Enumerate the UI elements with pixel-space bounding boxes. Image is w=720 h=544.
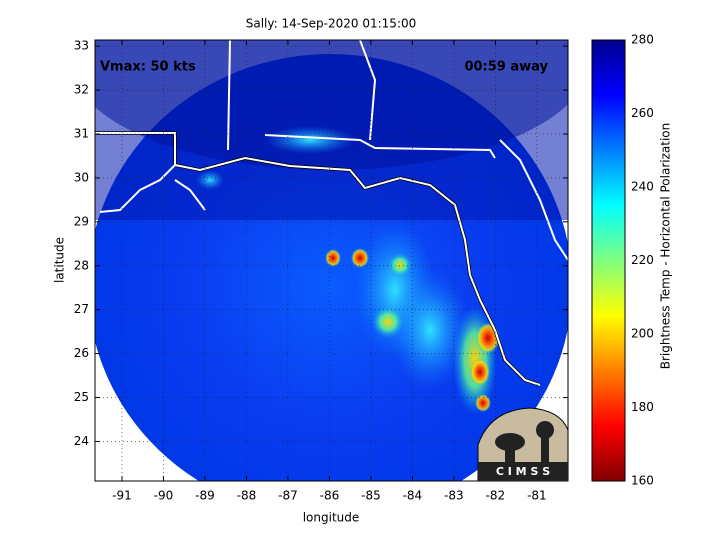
annotation: Vmax: 50 kts: [100, 60, 196, 75]
swath: [95, 40, 568, 481]
x-tick-label: -89: [195, 489, 215, 503]
plot-frame: [94, 39, 569, 482]
x-tick-label: -85: [361, 489, 381, 503]
x-tick-label: -82: [486, 489, 506, 503]
x-tick-label: -87: [278, 489, 298, 503]
x-tick-label: -81: [527, 489, 547, 503]
colorbar-tick-label: 180: [631, 400, 654, 414]
colorbar-tick-label: 200: [631, 327, 654, 341]
x-tick-label: -88: [237, 489, 257, 503]
colorbar-tick-label: 280: [631, 33, 654, 47]
y-tick-label: 32: [74, 83, 89, 97]
logo: C I M S S: [477, 407, 569, 482]
chart-title: Sally: 14-Sep-2020 01:15:00: [246, 17, 417, 31]
y-tick-label: 30: [74, 170, 89, 184]
colorbar-tick-label: 240: [631, 180, 654, 194]
colorbar-tick-label: 220: [631, 253, 654, 267]
y-tick-label: 29: [74, 214, 89, 228]
x-tick-label: -90: [154, 489, 174, 503]
logo-text: C I M S S: [496, 465, 550, 478]
x-axis-label: longitude: [303, 511, 360, 525]
y-axis-label: latitude: [53, 237, 67, 283]
x-tick-label: -91: [112, 489, 132, 503]
y-tick-label: 24: [74, 434, 89, 448]
y-tick-label: 33: [74, 39, 89, 53]
x-tick-label: -83: [444, 489, 464, 503]
y-tick-label: 28: [74, 258, 89, 272]
y-tick-label: 25: [74, 390, 89, 404]
colorbar-tick-label: 260: [631, 106, 654, 120]
annotation: 00:59 away: [464, 60, 548, 75]
y-tick-label: 26: [74, 346, 89, 360]
colorbar-tick-label: 160: [631, 474, 654, 488]
colorbar: [591, 39, 626, 482]
x-tick-label: -86: [320, 489, 340, 503]
x-tick-label: -84: [403, 489, 423, 503]
colorbar-label: Brightness Temp - Horizontal Polarizatio…: [659, 123, 673, 370]
y-tick-label: 31: [74, 126, 89, 140]
y-tick-label: 27: [74, 302, 89, 316]
